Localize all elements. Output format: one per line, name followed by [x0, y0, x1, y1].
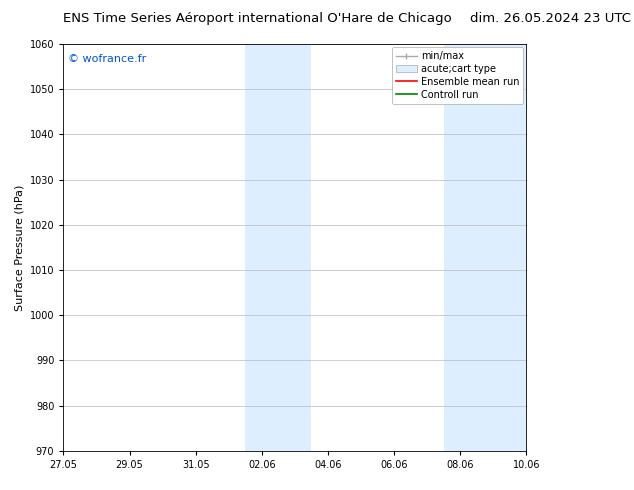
Bar [444, 44, 526, 451]
Text: ENS Time Series Aéroport international O'Hare de Chicago: ENS Time Series Aéroport international O… [63, 12, 452, 25]
Text: dim. 26.05.2024 23 UTC: dim. 26.05.2024 23 UTC [470, 12, 631, 25]
Text: © wofrance.fr: © wofrance.fr [68, 54, 146, 64]
Y-axis label: Surface Pressure (hPa): Surface Pressure (hPa) [14, 184, 24, 311]
Legend: min/max, acute;cart type, Ensemble mean run, Controll run: min/max, acute;cart type, Ensemble mean … [392, 47, 523, 103]
Bar [245, 44, 311, 451]
